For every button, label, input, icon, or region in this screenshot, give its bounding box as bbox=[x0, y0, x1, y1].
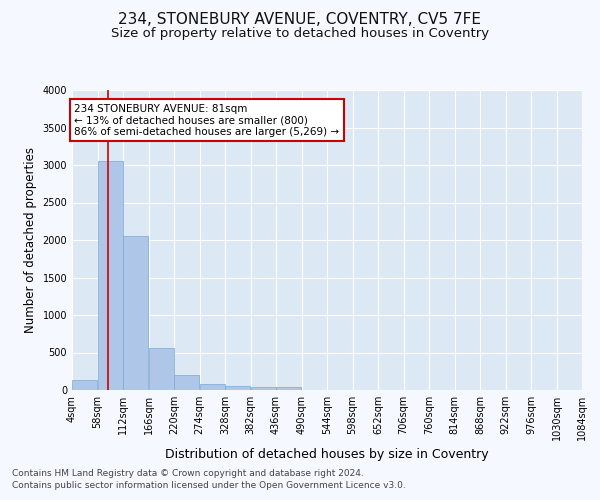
X-axis label: Distribution of detached houses by size in Coventry: Distribution of detached houses by size … bbox=[165, 448, 489, 462]
Bar bbox=[251, 386, 276, 390]
Text: Contains HM Land Registry data © Crown copyright and database right 2024.: Contains HM Land Registry data © Crown c… bbox=[12, 468, 364, 477]
Bar bbox=[72, 380, 97, 390]
Bar bbox=[174, 375, 199, 390]
Bar bbox=[149, 348, 174, 390]
Text: 234, STONEBURY AVENUE, COVENTRY, CV5 7FE: 234, STONEBURY AVENUE, COVENTRY, CV5 7FE bbox=[119, 12, 482, 28]
Text: 234 STONEBURY AVENUE: 81sqm
← 13% of detached houses are smaller (800)
86% of se: 234 STONEBURY AVENUE: 81sqm ← 13% of det… bbox=[74, 104, 340, 136]
Bar bbox=[98, 160, 123, 390]
Bar bbox=[225, 386, 250, 390]
Bar bbox=[276, 386, 301, 390]
Text: Size of property relative to detached houses in Coventry: Size of property relative to detached ho… bbox=[111, 28, 489, 40]
Y-axis label: Number of detached properties: Number of detached properties bbox=[24, 147, 37, 333]
Bar bbox=[200, 384, 225, 390]
Text: Contains public sector information licensed under the Open Government Licence v3: Contains public sector information licen… bbox=[12, 481, 406, 490]
Bar bbox=[123, 236, 148, 390]
